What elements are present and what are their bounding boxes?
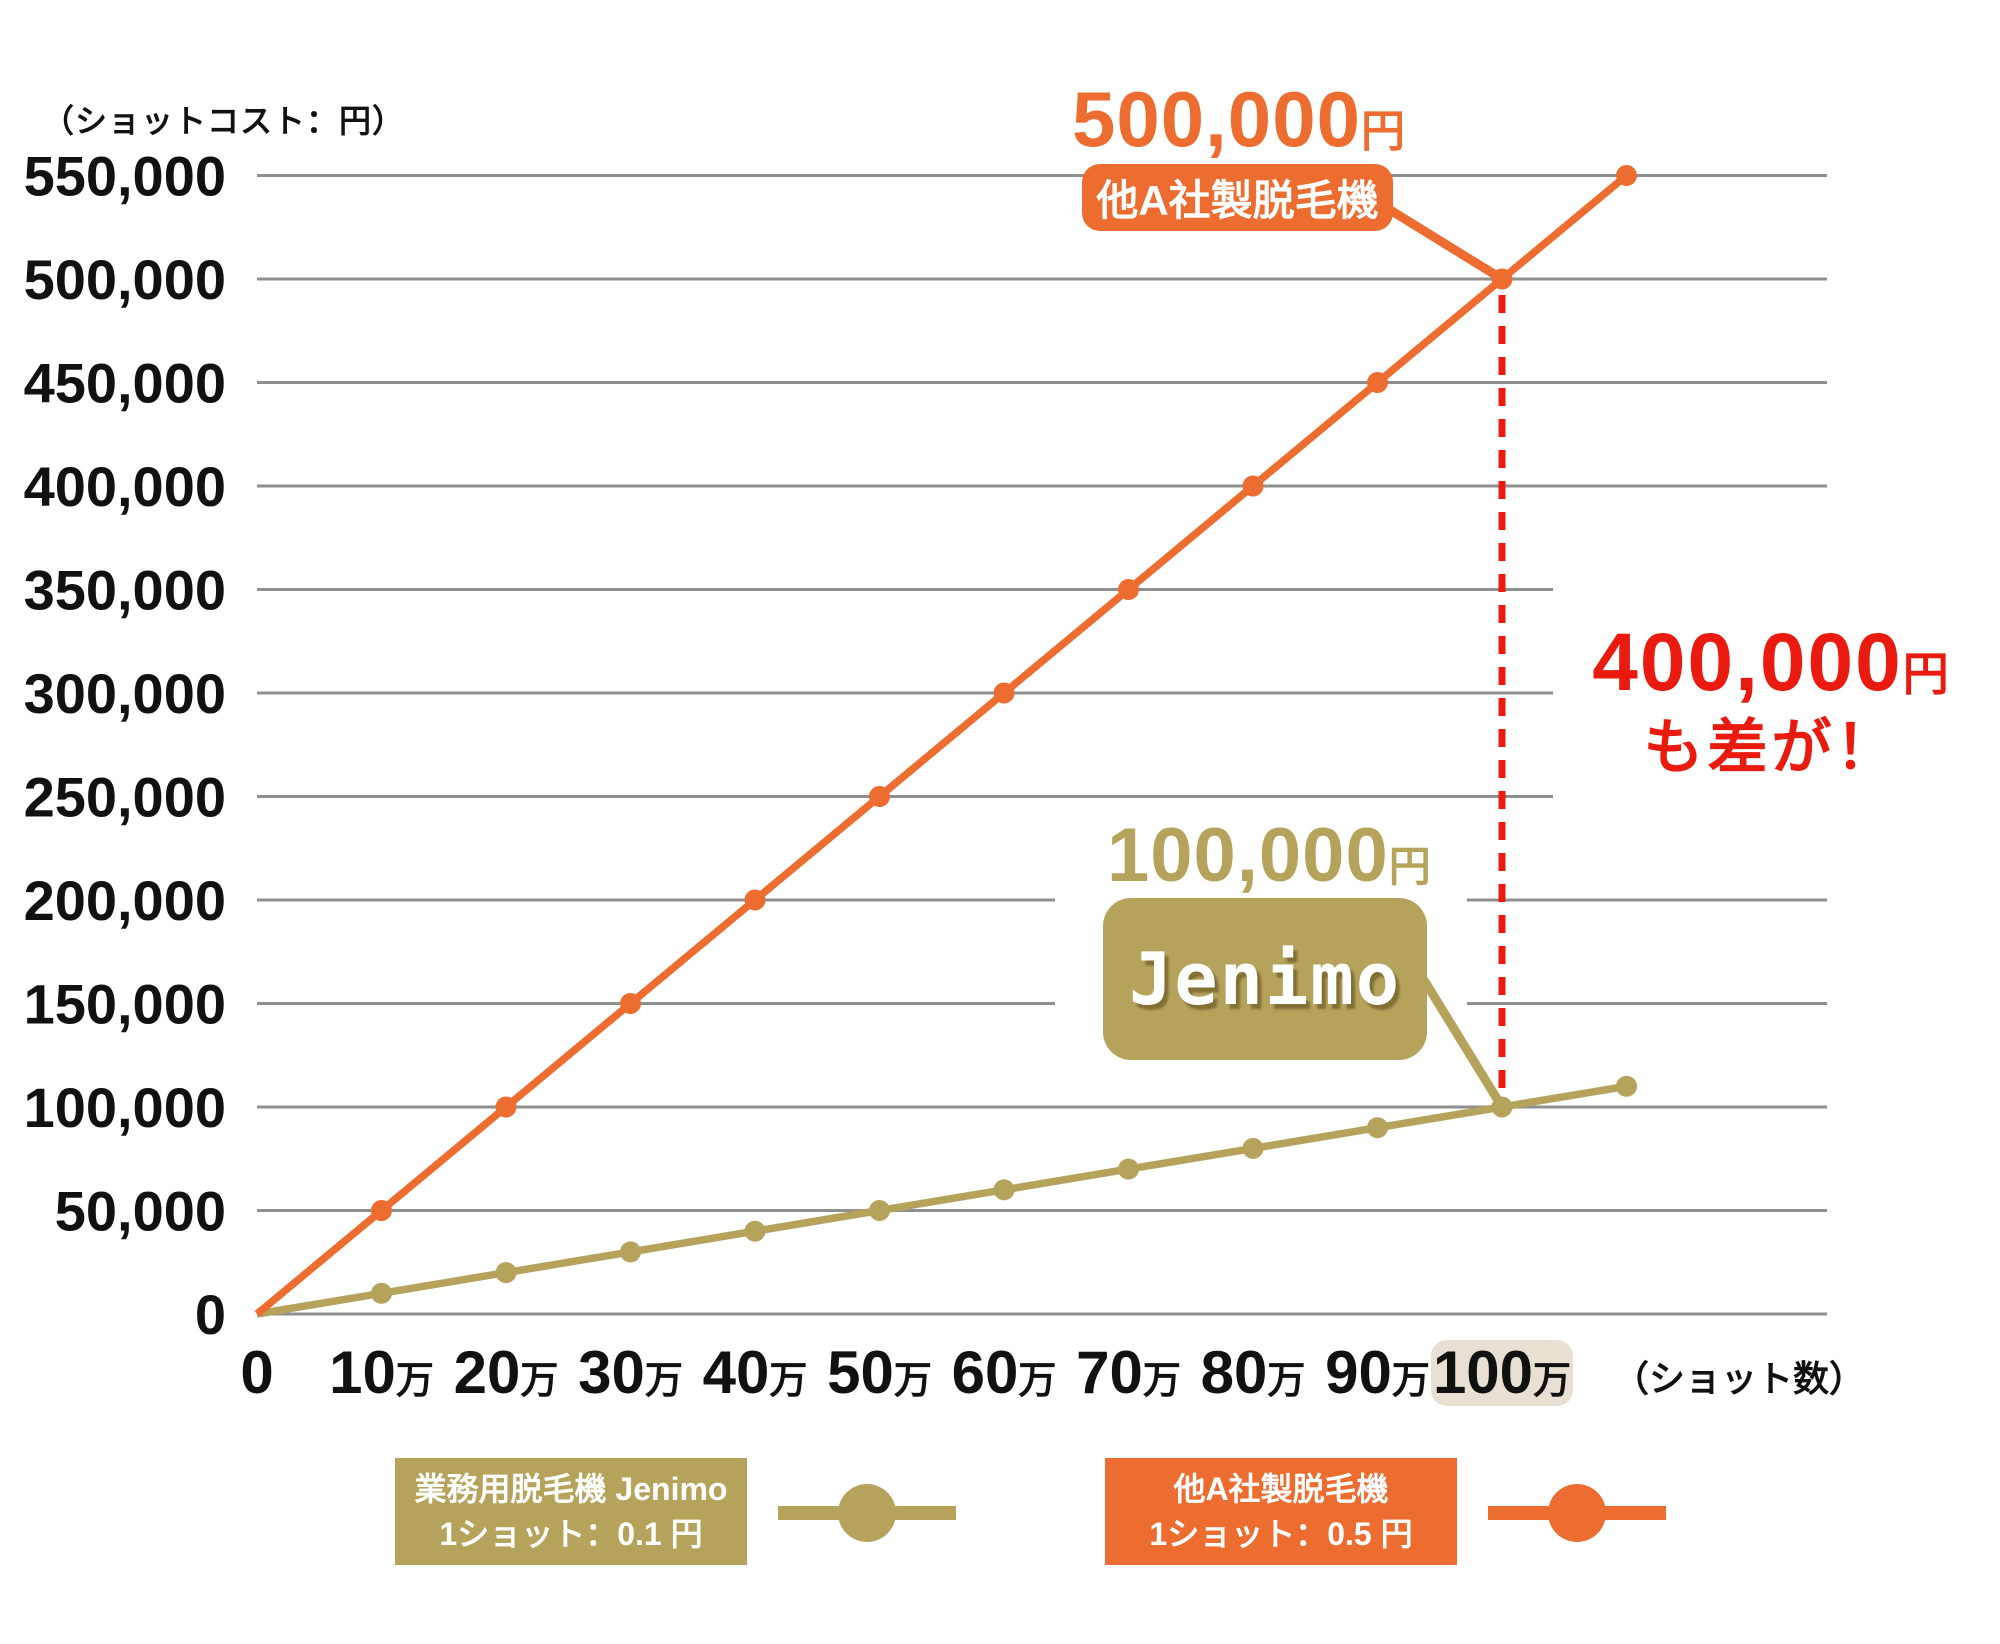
data-point xyxy=(495,1096,517,1118)
y-axis-title: （ショットコスト：円） xyxy=(42,103,406,139)
data-point xyxy=(744,889,766,911)
y-tick-label: 50,000 xyxy=(55,1180,226,1243)
y-tick-label: 100,000 xyxy=(24,1076,226,1139)
series-line xyxy=(254,172,1629,1317)
y-tick-label: 450,000 xyxy=(24,352,226,415)
callout-company-a-amount: 500,000円 xyxy=(1072,80,1406,158)
jenimo-amount-text: 100,000 xyxy=(1107,813,1389,898)
legend-jenimo-label: 業務用脱毛機 Jenimo xyxy=(414,1470,728,1507)
data-point xyxy=(1491,268,1513,290)
callout-company-a-label: 他A社製脱毛機 xyxy=(1082,164,1393,231)
data-point xyxy=(993,682,1015,704)
y-tick-label: 500,000 xyxy=(24,248,226,311)
data-point xyxy=(744,1220,766,1242)
data-point xyxy=(869,786,890,807)
data-point xyxy=(1118,1158,1139,1180)
callout-jenimo: 100,000円 Jenimo xyxy=(1055,806,1467,1070)
data-point xyxy=(1367,1117,1388,1139)
x-tick-label: 10万 xyxy=(329,1339,434,1406)
data-point xyxy=(1491,1096,1513,1118)
company-a-amount-unit: 円 xyxy=(1360,107,1406,156)
data-point xyxy=(869,1200,890,1221)
legend-item-jenimo: 業務用脱毛機 Jenimo 1ショット：0.1 円 xyxy=(395,1458,747,1565)
difference-amount-unit: 円 xyxy=(1902,648,1951,700)
x-tick-label: 20万 xyxy=(454,1339,559,1406)
difference-amount: 400,000円 xyxy=(1592,622,1950,704)
y-tick-label: 0 xyxy=(195,1283,226,1346)
x-axis-unit-label: （ショット数） xyxy=(1613,1358,1865,1399)
x-tick-label: 90万 xyxy=(1325,1339,1430,1406)
x-tick-highlight xyxy=(1431,1340,1573,1406)
data-point xyxy=(1118,579,1139,600)
data-point xyxy=(371,1200,392,1221)
data-point xyxy=(1616,165,1637,186)
x-tick-label: 30万 xyxy=(578,1339,683,1406)
y-tick-label: 150,000 xyxy=(24,973,226,1036)
data-point xyxy=(371,1282,392,1304)
legend-marker-company-a-dot xyxy=(1548,1484,1606,1542)
data-point xyxy=(1242,475,1264,497)
difference-amount-text: 400,000 xyxy=(1592,617,1903,708)
x-tick-label: 60万 xyxy=(952,1339,1057,1406)
y-tick-label: 300,000 xyxy=(24,662,226,725)
data-point xyxy=(1616,1075,1637,1097)
difference-annotation: 400,000円 も差が！ xyxy=(1553,578,1990,822)
legend-marker-jenimo-dot xyxy=(838,1484,896,1542)
difference-note-text: も差が！ xyxy=(1643,714,1900,781)
data-point xyxy=(620,993,641,1014)
legend-jenimo-sublabel: 1ショット：0.1 円 xyxy=(439,1515,703,1552)
y-tick-label: 400,000 xyxy=(24,455,226,518)
y-tick-label: 200,000 xyxy=(24,869,226,932)
x-tick-label: 70万 xyxy=(1076,1339,1181,1406)
jenimo-amount-unit: 円 xyxy=(1388,843,1432,890)
data-point xyxy=(620,1241,641,1263)
data-point xyxy=(1367,372,1388,393)
company-a-label-text: 他A社製脱毛機 xyxy=(1096,177,1379,224)
company-a-amount-text: 500,000 xyxy=(1072,75,1361,163)
legend-item-company-a: 他A社製脱毛機 1ショット：0.5 円 xyxy=(1105,1458,1457,1565)
x-tick-label: 50万 xyxy=(827,1339,932,1406)
x-tick-label: 100万 xyxy=(1433,1339,1571,1406)
callout-jenimo-label: Jenimo xyxy=(1103,898,1427,1060)
legend-marker-jenimo xyxy=(778,1484,956,1542)
data-point xyxy=(1242,1137,1264,1159)
legend-company-a-sublabel: 1ショット：0.5 円 xyxy=(1149,1515,1413,1552)
callout-jenimo-amount: 100,000円 xyxy=(1107,818,1432,894)
x-tick-label: 80万 xyxy=(1201,1339,1306,1406)
data-point xyxy=(993,1179,1015,1201)
y-tick-label: 550,000 xyxy=(24,145,226,208)
legend-marker-company-a xyxy=(1488,1484,1666,1542)
data-point xyxy=(495,1262,517,1284)
series-line xyxy=(256,1082,1628,1318)
x-tick-label: 0 xyxy=(240,1339,273,1406)
legend-company-a-label: 他A社製脱毛機 xyxy=(1173,1470,1389,1507)
x-tick-label: 40万 xyxy=(703,1339,808,1406)
jenimo-label-text: Jenimo xyxy=(1128,937,1402,1021)
y-tick-label: 350,000 xyxy=(24,559,226,622)
y-tick-label: 250,000 xyxy=(24,766,226,829)
